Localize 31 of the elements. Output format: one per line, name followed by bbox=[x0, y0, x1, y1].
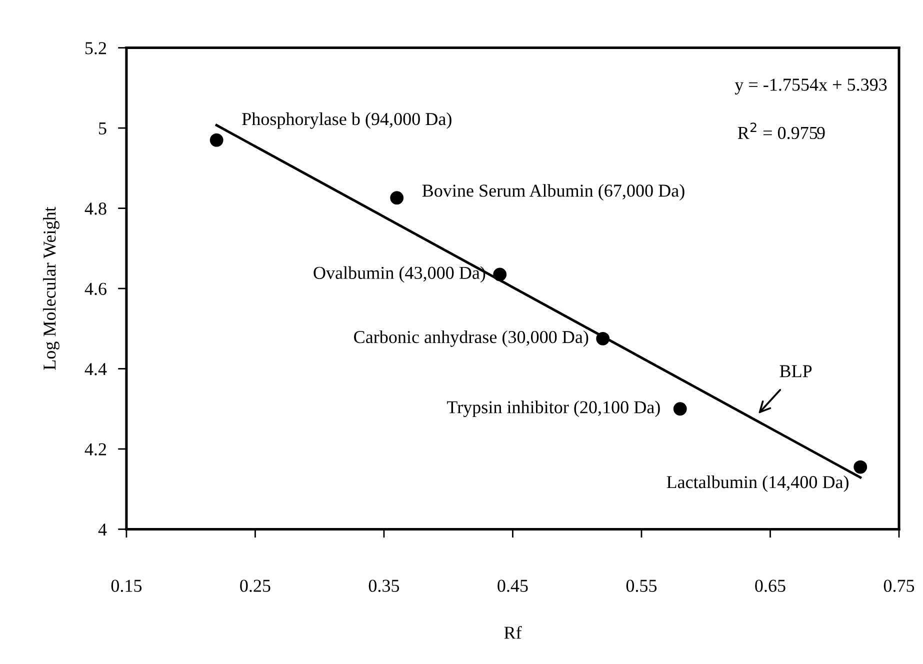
annotation: Carbonic anhydrase (30,000 Da) bbox=[354, 330, 588, 347]
x-axis-title: Rf bbox=[504, 626, 522, 639]
y-tick-label: 4.4 bbox=[84, 363, 107, 376]
y-tick-label: 4.6 bbox=[84, 282, 106, 296]
y-tick-label: 5 bbox=[99, 122, 106, 134]
x-tick-label: 0.15 bbox=[111, 580, 142, 592]
point bbox=[390, 191, 404, 205]
annotation: Trypsin inhibitor (20,100 Da) bbox=[447, 400, 660, 418]
annotation: Lactalbumin (14,400 Da) bbox=[666, 476, 848, 492]
annotation: Phosphorylase b (94,000 Da) bbox=[242, 112, 452, 129]
x-tick-label: 0.55 bbox=[626, 580, 657, 592]
annotation: Bovine Serum Albumin (67,000 Da) bbox=[422, 184, 684, 200]
point bbox=[493, 268, 507, 282]
annotation: Ovalbumin (43,000 Da) bbox=[314, 266, 486, 283]
y-tick-label: 5.2 bbox=[85, 42, 106, 54]
y-axis-title: Log Molecular Weight bbox=[43, 206, 60, 370]
point bbox=[673, 402, 687, 416]
x-tick-label: 0.35 bbox=[368, 580, 400, 592]
y-tick-label: 4.8 bbox=[84, 202, 106, 215]
annotation: BLP bbox=[780, 365, 812, 378]
annotation: y = -1.7554x + 5.393 bbox=[734, 78, 887, 95]
x-tick-label: 0.45 bbox=[498, 580, 528, 592]
y-tick-label: 4 bbox=[98, 524, 107, 536]
annotation: R$^{2}$ = 0.9759 bbox=[738, 122, 825, 140]
point bbox=[596, 332, 610, 346]
y-tick-label: 4.2 bbox=[84, 443, 106, 456]
x-tick-label: 0.65 bbox=[755, 580, 786, 592]
x-tick-label: 0.75 bbox=[884, 580, 914, 592]
x-tick-label: 0.25 bbox=[240, 580, 270, 592]
point bbox=[210, 133, 224, 147]
point bbox=[854, 460, 868, 474]
